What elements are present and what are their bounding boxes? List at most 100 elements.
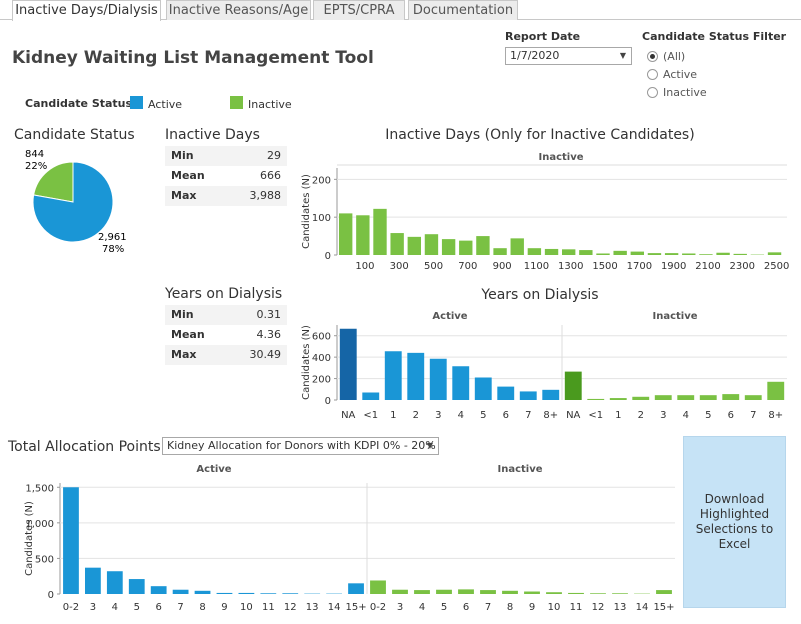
stat-key: Min	[171, 308, 194, 321]
bar-active	[407, 352, 425, 400]
bar-inactive-days	[544, 248, 559, 255]
pie-slice-active	[32, 161, 114, 243]
report-date-label: Report Date	[505, 30, 581, 43]
page-title: Kidney Waiting List Management Tool	[12, 48, 374, 68]
x-tick-label: 4	[112, 602, 118, 613]
y-axis-title: Candidates (N)	[301, 325, 312, 400]
bar-inactive-days	[664, 253, 679, 255]
x-tick-label: 13	[306, 602, 319, 613]
stat-row-max: Max 30.49	[165, 345, 287, 365]
bar-inactive-days	[596, 253, 610, 255]
stat-value: 4.36	[256, 328, 282, 341]
panel-header-inactive: Inactive	[652, 311, 697, 322]
bar-inactive-days	[476, 236, 490, 255]
bar-inactive	[612, 593, 628, 594]
bar-inactive-days	[510, 238, 524, 255]
stat-key: Max	[171, 348, 197, 361]
x-tick-label: 6	[155, 602, 161, 613]
stat-row-mean: Mean 666	[165, 166, 287, 186]
x-tick-label: 12	[284, 602, 297, 613]
x-tick-label: 300	[390, 261, 409, 272]
inactive-days-title: Inactive Days	[165, 127, 260, 143]
tab-inactive-reasons-age[interactable]: Inactive Reasons/Age	[166, 0, 311, 20]
x-tick-label: 11	[570, 602, 583, 613]
bar-inactive	[632, 396, 650, 400]
bar-inactive	[654, 395, 672, 400]
x-tick-label: 8	[507, 602, 513, 613]
y-tick-label: 600	[312, 332, 331, 343]
bar-inactive-days	[356, 215, 370, 255]
x-tick-label: 2	[413, 410, 419, 421]
x-tick-label: 1300	[558, 261, 583, 272]
bar-inactive	[524, 591, 540, 594]
legend-active-swatch[interactable]	[130, 96, 143, 109]
y-tick-label: 0	[325, 251, 331, 262]
x-tick-label: 5	[134, 602, 140, 613]
allocation-select[interactable]: Kidney Allocation for Donors with KDPI 0…	[162, 437, 439, 455]
inactive-days-chart: Inactive Days (Only for Inactive Candida…	[301, 127, 789, 272]
stat-value: 30.49	[249, 348, 282, 361]
x-tick-label: 9	[529, 602, 535, 613]
bar-active	[362, 392, 380, 400]
bar-inactive	[590, 593, 606, 594]
x-tick-label: 900	[493, 261, 512, 272]
x-tick-label: 7	[177, 602, 183, 613]
x-tick-label: 3	[90, 602, 96, 613]
x-tick-label: 7	[525, 410, 531, 421]
x-tick-label: <1	[363, 410, 378, 421]
bar-inactive	[502, 590, 518, 594]
tab-epts-cpra[interactable]: EPTS/CPRA	[313, 0, 405, 20]
bar-inactive-days	[424, 234, 439, 255]
x-tick-label: 1900	[661, 261, 686, 272]
status-filter-active[interactable]: Active	[647, 68, 697, 81]
y-tick-label: 1,000	[25, 519, 54, 530]
status-filter-inactive[interactable]: Inactive	[647, 86, 707, 99]
stat-value: 3,988	[249, 189, 282, 202]
y-tick-label: 0	[48, 590, 54, 601]
bar-inactive	[677, 395, 695, 400]
inactive-days-stats: Min 29 Mean 666 Max 3,988	[165, 146, 287, 206]
x-tick-label: 12	[592, 602, 605, 613]
inactive-days-chart-title: Inactive Days (Only for Inactive Candida…	[385, 127, 694, 143]
status-filter-all[interactable]: (All)	[647, 50, 685, 63]
stat-row-max: Max 3,988	[165, 186, 287, 206]
legend-inactive-swatch[interactable]	[230, 96, 243, 109]
x-tick-label: 4	[683, 410, 689, 421]
radio-icon	[647, 69, 658, 80]
years-dialysis-stats: Min 0.31 Mean 4.36 Max 30.49	[165, 305, 287, 365]
bar-inactive-days	[716, 252, 730, 255]
tab-inactive-days-dialysis[interactable]: Inactive Days/Dialysis	[12, 0, 161, 21]
x-tick-label: 1	[390, 410, 396, 421]
stat-row-mean: Mean 4.36	[165, 325, 287, 345]
bar-active	[429, 358, 447, 400]
bar-inactive	[587, 398, 605, 400]
years-dialysis-chart-title: Years on Dialysis	[480, 287, 598, 303]
download-label: Download Highlighted Selections to Excel	[695, 492, 774, 551]
report-date-select[interactable]: 1/7/2020 ▼	[505, 47, 632, 65]
x-tick-label: 2	[638, 410, 644, 421]
x-tick-label: 8	[199, 602, 205, 613]
panel-header-inactive: Inactive	[497, 464, 542, 475]
stat-key: Min	[171, 149, 194, 162]
download-excel-button[interactable]: Download Highlighted Selections to Excel	[683, 436, 786, 608]
bar-inactive	[392, 589, 408, 594]
x-tick-label: 0-2	[370, 602, 386, 613]
bar-inactive	[568, 592, 584, 594]
bar-inactive	[414, 590, 430, 594]
x-tick-label: 2500	[764, 261, 789, 272]
bar-inactive-days	[441, 239, 456, 255]
tab-documentation[interactable]: Documentation	[408, 0, 518, 20]
x-tick-label: 700	[458, 261, 477, 272]
stat-value: 666	[260, 169, 281, 182]
pie-label-active-pct: 78%	[102, 244, 124, 255]
panel-header-active: Active	[196, 464, 231, 475]
x-tick-label: 2100	[695, 261, 720, 272]
bar-active	[63, 487, 79, 594]
stat-row-min: Min 29	[165, 146, 287, 166]
x-tick-label: 3	[435, 410, 441, 421]
bar-inactive-days	[630, 251, 644, 255]
chevron-down-icon: ▼	[426, 441, 433, 450]
x-tick-label: 5	[480, 410, 486, 421]
pie-label-inactive-pct: 22%	[25, 161, 47, 172]
stat-key: Mean	[171, 328, 205, 341]
